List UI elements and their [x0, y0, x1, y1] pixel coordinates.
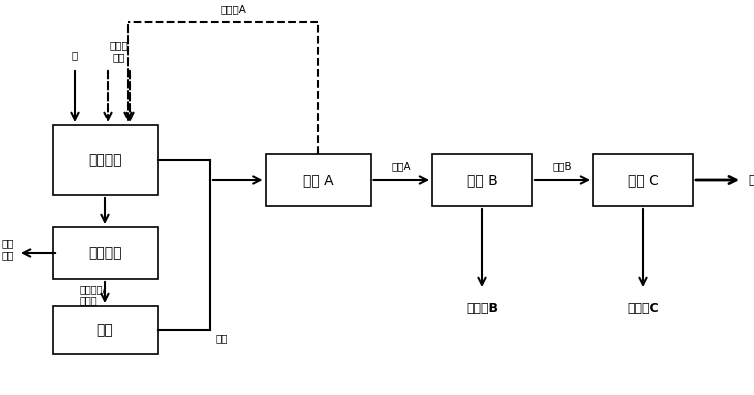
Text: 水解液: 水解液 [80, 295, 97, 305]
Text: 浓缩液A: 浓缩液A [220, 4, 246, 14]
Text: 滤液B: 滤液B [553, 161, 572, 171]
Text: 残渣: 残渣 [2, 250, 14, 260]
Bar [265, 154, 370, 206]
Text: 浓缩液B: 浓缩液B [466, 302, 498, 315]
Bar [53, 125, 158, 195]
Text: 粉末: 粉末 [113, 52, 125, 62]
Text: 筛网过滤: 筛网过滤 [88, 246, 121, 260]
Text: 滤液C: 滤液C [748, 173, 754, 186]
Text: 浓缩液C: 浓缩液C [627, 302, 659, 315]
Text: 超滤 A: 超滤 A [302, 173, 333, 187]
Bar [432, 154, 532, 206]
Text: 滤液A: 滤液A [391, 161, 411, 171]
Text: 生物质: 生物质 [109, 40, 128, 50]
Text: 固相: 固相 [2, 238, 14, 248]
Text: 纳滤 C: 纳滤 C [627, 173, 658, 187]
Bar [593, 154, 693, 206]
Text: 水: 水 [72, 50, 78, 60]
Text: 微滤: 微滤 [97, 323, 113, 337]
Text: 纳滤 B: 纳滤 B [467, 173, 498, 187]
Text: 液相产物/: 液相产物/ [80, 284, 107, 294]
Bar [53, 227, 158, 279]
Bar [53, 306, 158, 354]
Text: 水热液化: 水热液化 [88, 153, 121, 167]
Text: 滤液: 滤液 [215, 333, 228, 343]
